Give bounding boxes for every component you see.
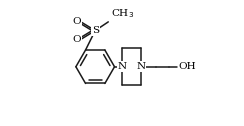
Text: O: O (73, 35, 81, 44)
Text: OH: OH (178, 62, 196, 71)
Text: O: O (73, 17, 81, 26)
Text: N: N (136, 62, 145, 71)
Text: CH$_3$: CH$_3$ (112, 7, 134, 20)
Text: S: S (92, 26, 99, 35)
Text: N: N (117, 62, 127, 71)
